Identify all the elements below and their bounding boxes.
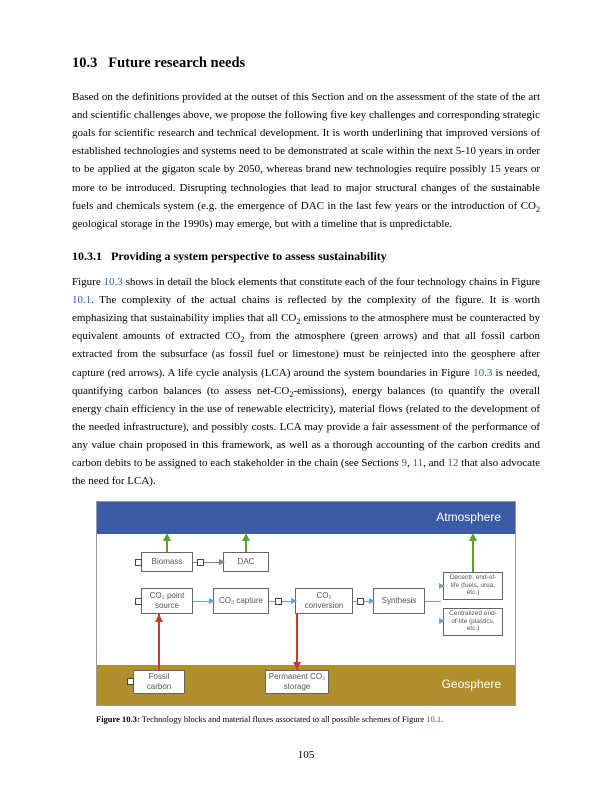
subsection-heading: 10.3.1 Providing a system perspective to… <box>72 247 540 267</box>
node-centralized: Centralized end-of-life (plastics, etc.) <box>443 608 503 636</box>
node-co2-capture: CO₂ capture <box>213 588 269 614</box>
green-arrow-dac <box>245 540 247 552</box>
arrow-capture-conversion-head <box>291 598 297 604</box>
paragraph-2: Figure 10.3 shows in detail the block el… <box>72 273 540 491</box>
node-synthesis: Synthesis <box>373 588 425 614</box>
green-arrow-biomass <box>166 540 168 552</box>
port-5 <box>357 598 364 605</box>
subsection-title: Providing a system perspective to assess… <box>111 249 387 263</box>
green-arrow-decentr-head <box>469 533 477 541</box>
arrow-conversion-synthesis-head <box>369 598 375 604</box>
port-1 <box>135 559 142 566</box>
node-decentr: Decentr. end-of-life (fuels, urea, etc.) <box>443 572 503 600</box>
port-3 <box>135 598 142 605</box>
page-number: 105 <box>0 746 612 764</box>
subsection-number: 10.3.1 <box>72 249 102 263</box>
green-arrow-decentr <box>472 540 474 572</box>
section-title: Future research needs <box>108 55 245 71</box>
node-biomass: Biomass <box>141 552 193 572</box>
port-4 <box>275 598 282 605</box>
figure-ref-10-3[interactable]: 10.3 <box>104 276 123 288</box>
green-arrow-dac-head <box>242 533 250 541</box>
node-permanent: Permanent CO₂ storage <box>265 670 329 694</box>
section-number: 10.3 <box>72 55 97 71</box>
figure-ref-10-1[interactable]: 10.1 <box>72 294 91 306</box>
section-ref-12[interactable]: 12 <box>447 457 458 469</box>
arrow-synthesis-out <box>425 601 441 602</box>
figure-10-3: Atmosphere Geosphere Biomass DAC CO₂ poi… <box>96 501 516 726</box>
arrow-biomass-dac-head <box>219 559 225 565</box>
node-fossil: Fossil carbon <box>133 670 185 694</box>
section-ref-11[interactable]: 11 <box>413 457 424 469</box>
arrow-synth-decentr-head <box>439 583 445 589</box>
figure-ref-10-3b[interactable]: 10.3 <box>473 367 492 379</box>
arrow-synth-central-head <box>439 618 445 624</box>
port-6 <box>127 678 134 685</box>
red-arrow-permanent-head <box>293 662 301 670</box>
section-heading: 10.3 Future research needs <box>72 52 540 76</box>
node-dac: DAC <box>223 552 269 572</box>
arrow-pt-capture-head <box>209 598 215 604</box>
port-2 <box>197 559 204 566</box>
figure-diagram: Atmosphere Geosphere Biomass DAC CO₂ poi… <box>96 501 516 706</box>
node-co2-point: CO₂ point source <box>141 588 193 614</box>
green-arrow-biomass-head <box>163 533 171 541</box>
atmosphere-band: Atmosphere <box>97 502 515 534</box>
node-co2-conversion: CO₂ conversion <box>295 588 353 614</box>
figure-caption: Figure 10.3: Technology blocks and mater… <box>96 712 516 726</box>
figure-ref-10-1-caption[interactable]: 10.1 <box>426 714 441 724</box>
red-arrow-fossil-head <box>155 614 163 622</box>
paragraph-1: Based on the definitions provided at the… <box>72 88 540 233</box>
